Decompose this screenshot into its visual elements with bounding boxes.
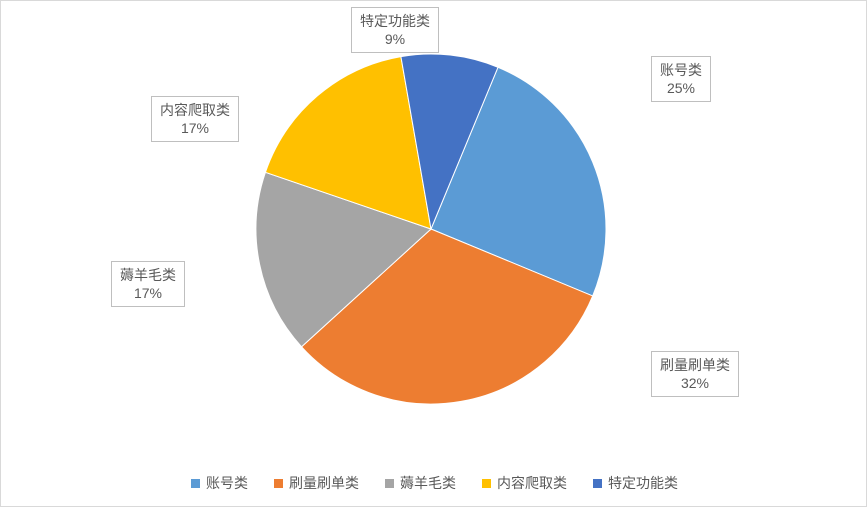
legend-item-1: 刷量刷单类 — [274, 473, 359, 493]
legend-swatch — [482, 479, 491, 488]
legend-item-3: 内容爬取类 — [482, 473, 567, 493]
legend-item-2: 薅羊毛类 — [385, 473, 456, 493]
slice-label-name: 特定功能类 — [360, 12, 430, 30]
legend-label: 刷量刷单类 — [289, 473, 359, 493]
slice-label-name: 薅羊毛类 — [120, 266, 176, 284]
legend-item-4: 特定功能类 — [593, 473, 678, 493]
legend-label: 账号类 — [206, 473, 248, 493]
slice-label-4: 特定功能类 9% — [351, 7, 439, 53]
slice-label-0: 账号类 25% — [651, 56, 711, 102]
slice-label-percent: 9% — [360, 30, 430, 48]
legend-swatch — [385, 479, 394, 488]
slice-label-percent: 17% — [160, 119, 230, 137]
legend-label: 薅羊毛类 — [400, 473, 456, 493]
pie-chart-frame: 账号类 25% 刷量刷单类 32% 薅羊毛类 17% 内容爬取类 17% 特定功… — [0, 0, 867, 507]
legend-label: 特定功能类 — [608, 473, 678, 493]
slice-label-percent: 32% — [660, 374, 730, 392]
slice-label-name: 内容爬取类 — [160, 101, 230, 119]
slice-label-name: 账号类 — [660, 61, 702, 79]
pie-chart-area: 账号类 25% 刷量刷单类 32% 薅羊毛类 17% 内容爬取类 17% 特定功… — [1, 1, 867, 456]
slice-label-1: 刷量刷单类 32% — [651, 351, 739, 397]
slice-label-3: 内容爬取类 17% — [151, 96, 239, 142]
legend-swatch — [274, 479, 283, 488]
slice-label-2: 薅羊毛类 17% — [111, 261, 185, 307]
legend-swatch — [593, 479, 602, 488]
legend-item-0: 账号类 — [191, 473, 248, 493]
legend-swatch — [191, 479, 200, 488]
chart-legend: 账号类 刷量刷单类 薅羊毛类 内容爬取类 特定功能类 — [1, 460, 867, 506]
legend-label: 内容爬取类 — [497, 473, 567, 493]
slice-label-percent: 25% — [660, 79, 702, 97]
slice-label-name: 刷量刷单类 — [660, 356, 730, 374]
slice-label-percent: 17% — [120, 284, 176, 302]
